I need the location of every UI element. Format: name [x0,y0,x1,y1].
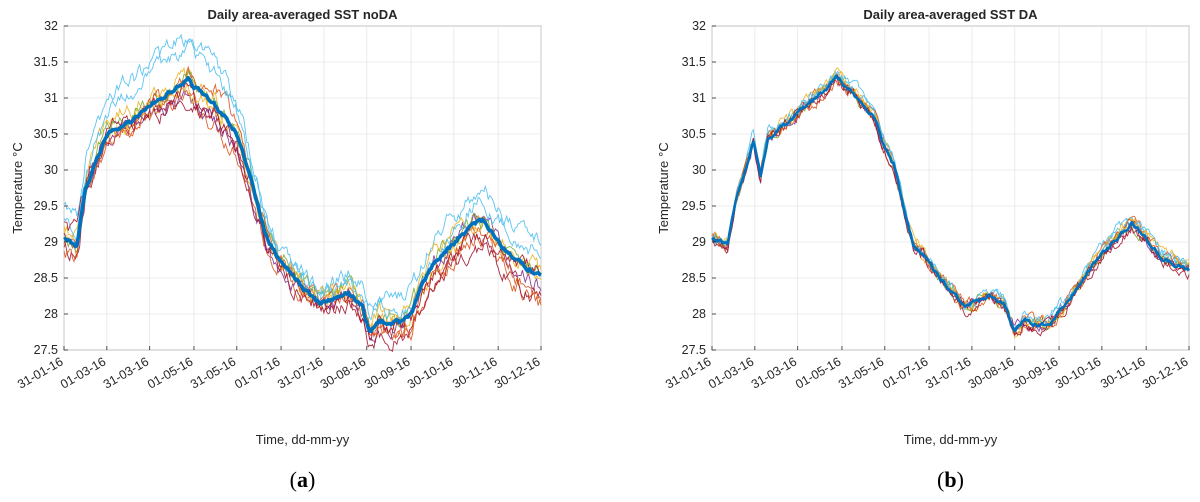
y-tick-label: 31.5 [682,55,706,69]
panel-label-letter: a [297,467,308,492]
ensemble-member-line [63,82,542,327]
chart-title: Daily area-averaged SST noDA [207,7,398,22]
y-tick-label: 29.5 [34,199,58,213]
x-tick-label: 31-01-16 [15,354,65,391]
y-tick-label: 31.5 [34,55,58,69]
x-tick-label: 30-12-16 [492,354,542,391]
y-axis-label-text: Temperature [656,161,671,234]
x-tick-label: 01-05-16 [793,354,843,391]
ensemble-member-line [63,65,542,338]
y-tick-label: 27.5 [34,343,58,357]
panel-label-a: (a) [290,467,316,492]
ensemble-mean [63,76,542,334]
ensemble-mean [711,74,1191,333]
y-axis-label-unit: °C [10,142,25,157]
mean-line [711,74,1191,333]
y-tick-label: 30.5 [682,127,706,141]
panel-label-open: ( [937,467,944,492]
ensemble-member-line [63,33,542,313]
y-ticks: 27.5 28 28.5 29 29.5 30 30.5 31 31.5 32 [34,19,68,357]
panel-label-open: ( [290,467,297,492]
x-tick-label: 31-03-16 [101,354,151,391]
y-tick-label: 28 [692,307,706,321]
x-tick-label: 31-01-16 [663,354,713,391]
y-tick-label: 28 [44,307,58,321]
y-tick-label: 29.5 [682,199,706,213]
x-tick-label: 30-11-16 [1098,354,1148,391]
x-tick-label: 30-08-16 [966,354,1016,391]
x-tick-label: 31-03-16 [749,354,799,391]
x-tick-label: 30-09-16 [362,354,412,391]
y-axis-label-unit: °C [656,142,671,157]
x-tick-label: 01-03-16 [706,354,756,391]
y-axis-label: Temperature °C [656,142,671,234]
x-tick-label: 31-07-16 [923,354,973,391]
x-tick-label: 30-09-16 [1010,354,1060,391]
y-tick-label: 29 [44,235,58,249]
panel-label-letter: b [944,467,956,492]
x-tick-label: 30-11-16 [450,354,500,391]
x-tick-label: 30-12-16 [1140,354,1190,391]
panel-label-close: ) [308,467,315,492]
panel-label-b: (b) [937,467,964,492]
y-tick-label: 29 [692,235,706,249]
chart-title: Daily area-averaged SST DA [863,7,1038,22]
y-ticks: 27.5 28 28.5 29 29.5 30 30.5 31 31.5 32 [682,19,716,357]
x-ticks: 31-01-1601-03-1631-03-1601-05-1631-05-16… [15,346,543,392]
y-tick-label: 28.5 [682,271,706,285]
x-tick-label: 30-08-16 [318,354,368,391]
y-tick-label: 30 [692,163,706,177]
y-axis-label-text: Temperature [10,161,25,234]
x-axis-label: Time, dd-mm-yy [256,432,350,447]
plot-area [711,25,1190,351]
x-tick-label: 31-05-16 [188,354,238,391]
plot-area [63,25,542,351]
y-tick-label: 31 [44,91,58,105]
ensemble-member-line [711,67,1190,339]
y-tick-label: 28.5 [34,271,58,285]
y-tick-label: 30 [44,163,58,177]
mean-line [63,76,542,334]
x-tick-label: 01-07-16 [232,354,282,391]
y-tick-label: 30.5 [34,127,58,141]
x-tick-label: 01-07-16 [880,354,930,391]
grid [63,25,542,351]
x-tick-label: 01-03-16 [58,354,108,391]
y-tick-label: 32 [692,19,706,33]
ensemble-member-line [63,38,542,321]
x-axis-label: Time, dd-mm-yy [904,432,998,447]
x-ticks: 31-01-1601-03-1631-03-1601-05-1631-05-16… [663,346,1191,392]
y-tick-label: 27.5 [682,343,706,357]
x-tick-label: 31-05-16 [836,354,886,391]
y-axis-label: Temperature °C [10,142,25,234]
ensemble-member-line [63,82,542,342]
x-tick-label: 31-07-16 [275,354,325,391]
x-tick-label: 30-10-16 [405,354,455,391]
panel-label-close: ) [957,467,964,492]
y-tick-label: 31 [692,91,706,105]
x-tick-label: 30-10-16 [1053,354,1103,391]
y-tick-label: 32 [44,19,58,33]
x-tick-label: 01-05-16 [145,354,195,391]
